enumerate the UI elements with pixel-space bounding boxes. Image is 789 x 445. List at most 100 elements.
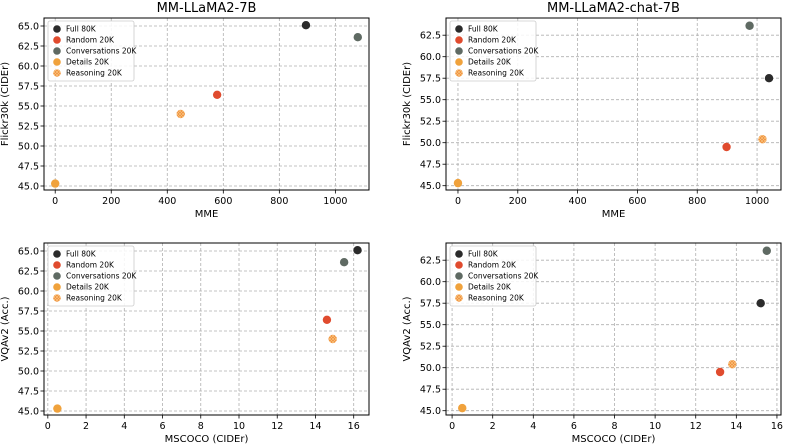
legend-marker-random-20k — [53, 261, 61, 269]
legend-marker-full-80k — [53, 250, 61, 258]
legend-label-details-20k: Details 20K — [468, 58, 512, 67]
y-tick-label: 65.0 — [18, 246, 39, 257]
y-tick-label: 57.5 — [420, 74, 441, 85]
legend-label-conversations-20k: Conversations 20K — [468, 47, 539, 56]
legend-marker-details-20k — [455, 283, 463, 291]
x-tick-label: 400 — [158, 196, 176, 207]
point-details-20k — [458, 403, 467, 413]
point-conversations-20k — [353, 33, 362, 42]
point-details-20k — [51, 179, 60, 188]
legend-marker-random-20k — [53, 36, 61, 44]
y-tick-label: 55.0 — [18, 101, 39, 112]
y-tick-label: 60.0 — [420, 52, 441, 63]
y-axis-label: VQAv2 (Acc.) — [402, 296, 413, 361]
chart-panel-4: 0 2 4 6 8 10 12 14 16 45.0 47.5 50.0 52.5 55.0 57.5 60.… — [402, 242, 783, 445]
axes-frame — [445, 242, 782, 416]
y-axis-label: Flickr30k (CIDEr) — [0, 62, 11, 146]
x-tick-label: 6 — [571, 421, 577, 432]
x-tick-label: 4 — [530, 421, 536, 432]
legend-label-full-80k: Full 80K — [66, 25, 97, 34]
x-tick-label: 0 — [52, 196, 58, 207]
legend-label-details-20k: Details 20K — [468, 283, 512, 292]
point-details-20k — [53, 404, 62, 413]
y-tick-label: 47.5 — [18, 161, 39, 172]
y-tick-label: 60.0 — [18, 61, 39, 72]
point-reasoning-20k — [728, 360, 737, 369]
y-tick-label: 52.5 — [420, 342, 441, 353]
legend-label-random-20k: Random 20K — [66, 36, 115, 45]
legend-label-reasoning-20k: Reasoning 20K — [468, 294, 525, 303]
y-tick-label: 50.0 — [18, 141, 39, 152]
y-tick-label: 62.5 — [420, 31, 441, 42]
y-tick-label: 57.5 — [18, 81, 39, 92]
point-conversations-20k — [762, 246, 771, 255]
legend-label-reasoning-20k: Reasoning 20K — [66, 69, 123, 78]
legend-label-random-20k: Random 20K — [468, 36, 517, 45]
legend-marker-details-20k — [455, 58, 463, 66]
legend: Full 80K Random 20K Conversations 20K Detai… — [449, 245, 539, 307]
legend-marker-reasoning-20k — [455, 69, 463, 77]
x-tick-label: 800 — [688, 196, 706, 207]
x-tick-label: 1000 — [745, 196, 769, 207]
x-tick-label: 1000 — [323, 196, 347, 207]
x-axis-label: MME — [195, 209, 219, 220]
point-reasoning-20k — [328, 334, 337, 344]
point-reasoning-20k — [176, 109, 185, 119]
legend-label-reasoning-20k: Reasoning 20K — [468, 69, 525, 78]
legend-label-full-80k: Full 80K — [66, 250, 97, 259]
y-tick-label: 62.5 — [420, 256, 441, 267]
x-tick-label: 2 — [490, 421, 496, 432]
legend-marker-reasoning-20k — [53, 294, 61, 302]
point-random-20k — [212, 90, 222, 100]
x-axis-label: MSCOCO (CIDEr) — [165, 434, 249, 445]
y-tick-label: 52.5 — [18, 121, 39, 132]
legend-box — [47, 20, 135, 82]
legend-marker-full-80k — [455, 25, 463, 33]
x-tick-label: 0 — [455, 196, 461, 207]
y-tick-label: 45.0 — [420, 406, 441, 417]
point-random-20k — [715, 367, 725, 377]
y-tick-label: 62.5 — [18, 41, 39, 52]
y-tick-label: 50.0 — [420, 363, 441, 374]
x-tick-label: 10 — [233, 421, 245, 432]
x-tick-label: 10 — [649, 421, 661, 432]
legend-marker-conversations-20k — [455, 47, 463, 55]
y-tick-label: 47.5 — [420, 160, 441, 171]
x-tick-label: 200 — [102, 196, 120, 207]
x-tick-label: 4 — [121, 421, 127, 432]
point-full-80k — [301, 21, 311, 30]
point-full-80k — [353, 246, 362, 255]
y-axis-label: Flickr30k (CIDEr) — [402, 62, 413, 146]
legend: Full 80K Random 20K Conversations 20K Detai… — [47, 20, 137, 82]
legend: Full 80K Random 20K Conversations 20K Detai… — [47, 245, 137, 307]
legend-box — [47, 245, 135, 307]
x-tick-label: 8 — [198, 421, 204, 432]
x-tick-label: 200 — [509, 196, 527, 207]
y-tick-label: 60.0 — [420, 277, 441, 288]
point-details-20k — [453, 178, 463, 188]
point-reasoning-20k — [758, 135, 767, 144]
legend-label-full-80k: Full 80K — [468, 25, 499, 34]
legend-marker-full-80k — [53, 25, 61, 33]
x-tick-label: 600 — [628, 196, 646, 207]
legend-label-random-20k: Random 20K — [66, 261, 115, 270]
x-tick-label: 16 — [348, 421, 360, 432]
y-tick-label: 45.0 — [420, 181, 441, 192]
legend-marker-conversations-20k — [53, 47, 61, 55]
y-tick-label: 65.0 — [18, 21, 39, 32]
x-tick-label: 16 — [771, 421, 783, 432]
legend-label-full-80k: Full 80K — [468, 250, 499, 259]
y-tick-label: 47.5 — [420, 385, 441, 396]
y-tick-label: 45.0 — [18, 181, 39, 192]
chart-panel-2: 0 200 400 600 800 1000 45.0 47.5 50.0 52.5 55.0 57.… — [402, 1, 782, 220]
legend-label-random-20k: Random 20K — [468, 261, 517, 270]
x-tick-label: 400 — [569, 196, 587, 207]
y-axis-label: VQAv2 (Acc.) — [0, 296, 11, 361]
legend-marker-random-20k — [455, 36, 463, 44]
y-tick-label: 57.5 — [420, 299, 441, 310]
legend-label-conversations-20k: Conversations 20K — [468, 272, 539, 281]
x-axis-label: MME — [602, 209, 626, 220]
chart-panel-1: 0 200 400 600 800 1000 45.0 47.5 50.0 52.5 55.0 57.… — [0, 1, 370, 220]
legend-label-details-20k: Details 20K — [66, 58, 110, 67]
